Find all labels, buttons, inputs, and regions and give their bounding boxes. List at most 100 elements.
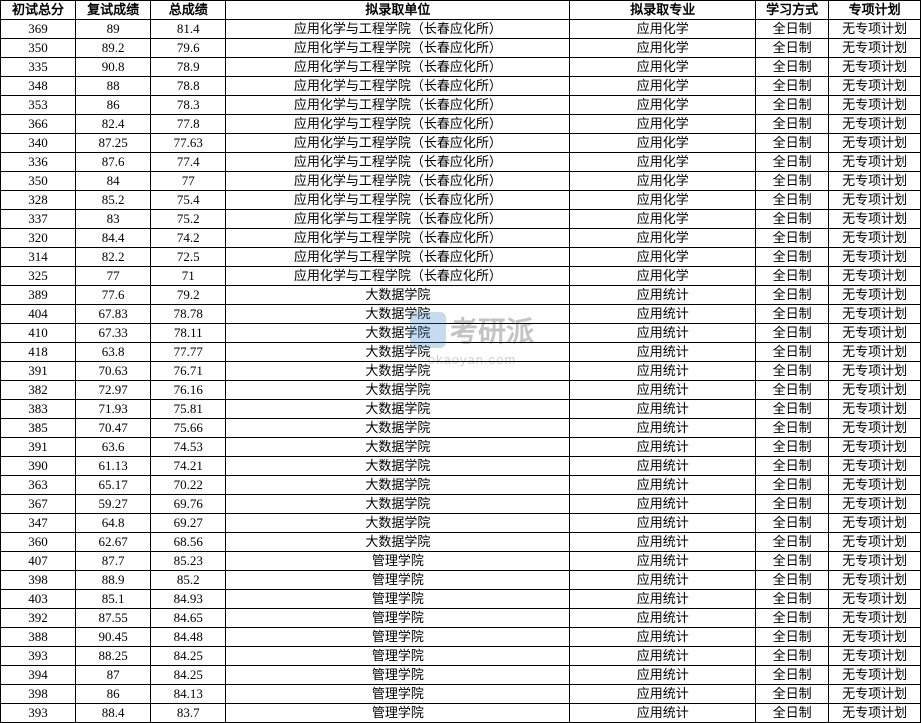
table-cell: 全日制: [756, 267, 829, 286]
table-cell: 全日制: [756, 400, 829, 419]
table-cell: 应用统计: [570, 552, 756, 571]
table-cell: 管理学院: [226, 628, 570, 647]
table-cell: 393: [1, 647, 76, 666]
table-cell: 391: [1, 438, 76, 457]
col-header-unit: 拟录取单位: [226, 1, 570, 20]
table-cell: 70.22: [151, 476, 226, 495]
table-cell: 74.21: [151, 457, 226, 476]
table-cell: 无专项计划: [829, 590, 921, 609]
table-cell: 应用化学与工程学院（长春应化所）: [226, 267, 570, 286]
table-cell: 87.25: [76, 134, 151, 153]
table-cell: 全日制: [756, 476, 829, 495]
table-cell: 86: [76, 685, 151, 704]
table-cell: 无专项计划: [829, 400, 921, 419]
table-cell: 应用统计: [570, 438, 756, 457]
table-cell: 应用化学与工程学院（长春应化所）: [226, 153, 570, 172]
table-cell: 390: [1, 457, 76, 476]
table-cell: 71: [151, 267, 226, 286]
table-cell: 69.76: [151, 495, 226, 514]
table-cell: 335: [1, 58, 76, 77]
table-cell: 应用化学: [570, 210, 756, 229]
table-row: 3508477应用化学与工程学院（长春应化所）应用化学全日制无专项计划: [1, 172, 921, 191]
table-cell: 75.2: [151, 210, 226, 229]
table-row: 39888.985.2管理学院应用统计全日制无专项计划: [1, 571, 921, 590]
table-cell: 383: [1, 400, 76, 419]
table-cell: 无专项计划: [829, 495, 921, 514]
table-cell: 无专项计划: [829, 96, 921, 115]
table-row: 3538678.3应用化学与工程学院（长春应化所）应用化学全日制无专项计划: [1, 96, 921, 115]
table-row: 36759.2769.76大数据学院应用统计全日制无专项计划: [1, 495, 921, 514]
table-cell: 65.17: [76, 476, 151, 495]
table-cell: 管理学院: [226, 609, 570, 628]
table-cell: 应用统计: [570, 305, 756, 324]
table-cell: 大数据学院: [226, 324, 570, 343]
table-cell: 全日制: [756, 77, 829, 96]
table-cell: 320: [1, 229, 76, 248]
table-cell: 应用统计: [570, 514, 756, 533]
table-cell: 应用统计: [570, 457, 756, 476]
table-cell: 86: [76, 96, 151, 115]
table-cell: 68.56: [151, 533, 226, 552]
table-cell: 78.3: [151, 96, 226, 115]
table-cell: 应用化学与工程学院（长春应化所）: [226, 58, 570, 77]
table-cell: 无专项计划: [829, 39, 921, 58]
table-cell: 应用化学: [570, 267, 756, 286]
table-cell: 71.93: [76, 400, 151, 419]
table-row: 3698981.4应用化学与工程学院（长春应化所）应用化学全日制无专项计划: [1, 20, 921, 39]
table-cell: 应用统计: [570, 343, 756, 362]
table-cell: 全日制: [756, 324, 829, 343]
table-cell: 应用统计: [570, 381, 756, 400]
table-cell: 88.4: [76, 704, 151, 723]
table-cell: 无专项计划: [829, 191, 921, 210]
table-cell: 无专项计划: [829, 647, 921, 666]
table-cell: 350: [1, 172, 76, 191]
table-cell: 无专项计划: [829, 457, 921, 476]
col-header-score1: 初试总分: [1, 1, 76, 20]
table-cell: 无专项计划: [829, 77, 921, 96]
table-cell: 77.8: [151, 115, 226, 134]
table-cell: 89: [76, 20, 151, 39]
table-cell: 大数据学院: [226, 533, 570, 552]
table-cell: 83.7: [151, 704, 226, 723]
table-cell: 363: [1, 476, 76, 495]
table-cell: 全日制: [756, 343, 829, 362]
table-cell: 77: [76, 267, 151, 286]
table-row: 36682.477.8应用化学与工程学院（长春应化所）应用化学全日制无专项计划: [1, 115, 921, 134]
table-cell: 59.27: [76, 495, 151, 514]
table-row: 38570.4775.66大数据学院应用统计全日制无专项计划: [1, 419, 921, 438]
table-cell: 全日制: [756, 685, 829, 704]
table-cell: 应用统计: [570, 286, 756, 305]
table-cell: 全日制: [756, 457, 829, 476]
table-cell: 无专项计划: [829, 248, 921, 267]
table-cell: 应用化学: [570, 20, 756, 39]
table-cell: 应用化学: [570, 153, 756, 172]
table-cell: 管理学院: [226, 590, 570, 609]
table-cell: 全日制: [756, 533, 829, 552]
table-cell: 84.65: [151, 609, 226, 628]
table-cell: 应用化学与工程学院（长春应化所）: [226, 77, 570, 96]
table-cell: 管理学院: [226, 647, 570, 666]
table-cell: 应用化学: [570, 39, 756, 58]
table-cell: 管理学院: [226, 666, 570, 685]
table-cell: 无专项计划: [829, 324, 921, 343]
table-cell: 应用统计: [570, 704, 756, 723]
table-cell: 全日制: [756, 362, 829, 381]
table-cell: 无专项计划: [829, 552, 921, 571]
table-cell: 应用化学与工程学院（长春应化所）: [226, 210, 570, 229]
table-cell: 应用化学: [570, 115, 756, 134]
table-row: 36062.6768.56大数据学院应用统计全日制无专项计划: [1, 533, 921, 552]
table-row: 39170.6376.71大数据学院应用统计全日制无专项计划: [1, 362, 921, 381]
table-cell: 无专项计划: [829, 229, 921, 248]
table-cell: 应用统计: [570, 495, 756, 514]
table-cell: 84.25: [151, 647, 226, 666]
table-cell: 89.2: [76, 39, 151, 58]
table-row: 3488878.8应用化学与工程学院（长春应化所）应用化学全日制无专项计划: [1, 77, 921, 96]
table-cell: 应用化学与工程学院（长春应化所）: [226, 229, 570, 248]
table-cell: 391: [1, 362, 76, 381]
table-cell: 无专项计划: [829, 210, 921, 229]
table-cell: 无专项计划: [829, 362, 921, 381]
table-cell: 全日制: [756, 305, 829, 324]
table-cell: 全日制: [756, 381, 829, 400]
table-cell: 管理学院: [226, 571, 570, 590]
table-cell: 无专项计划: [829, 628, 921, 647]
